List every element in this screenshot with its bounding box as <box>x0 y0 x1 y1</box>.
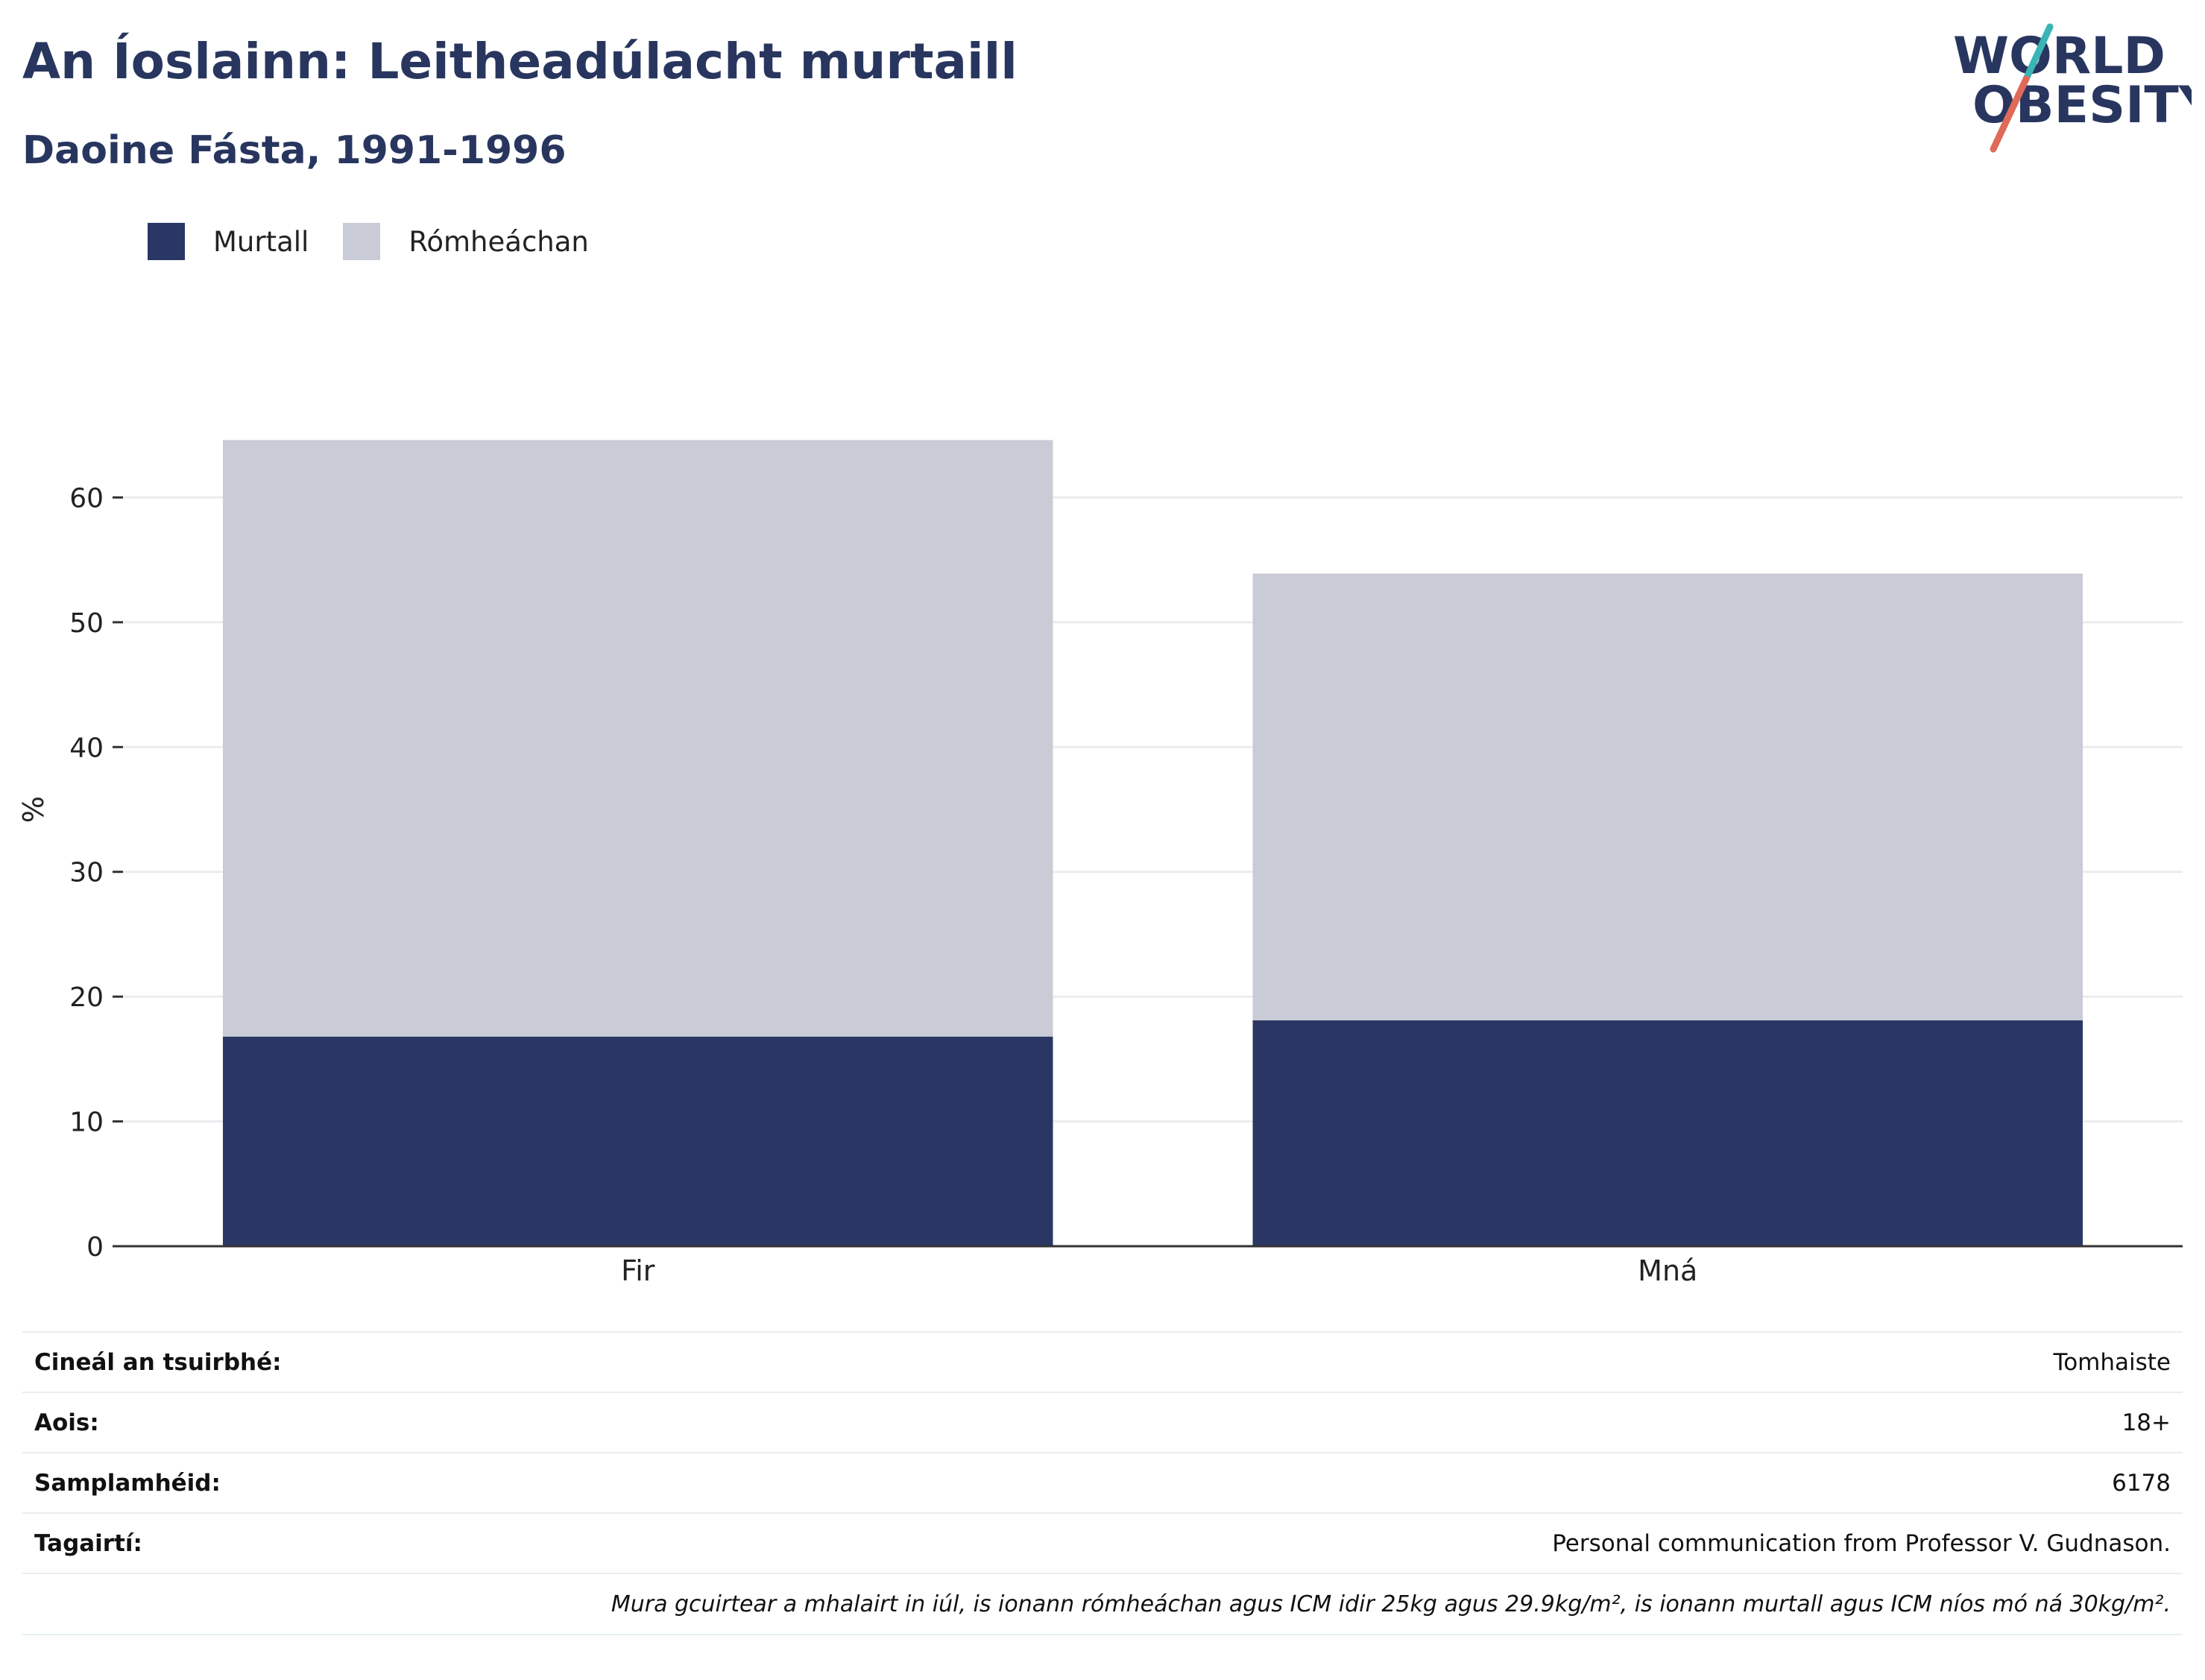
y-tick-label: 20 <box>69 982 104 1013</box>
info-value: Tomhaiste <box>2053 1348 2171 1376</box>
bar-obesity-0 <box>223 1036 1053 1246</box>
info-row-survey-type: Cineál an tsuirbhé: Tomhaiste <box>22 1333 2183 1393</box>
logo-text-line2: OBESITY <box>1972 76 2192 135</box>
y-tick-label: 30 <box>69 858 104 888</box>
world-obesity-logo: WORLD OBESITY <box>1953 23 2192 153</box>
info-label: Samplamhéid: <box>34 1469 221 1497</box>
logo-slash-teal <box>2022 23 2054 83</box>
logo-slash-red <box>1990 75 2030 153</box>
bar-overweight-1 <box>1252 573 2083 1020</box>
info-value: Personal communication from Professor V.… <box>1552 1529 2171 1557</box>
y-tick-labels: 0 10 20 30 40 50 60 <box>69 483 104 1263</box>
bars <box>223 440 2083 1246</box>
y-tick-label: 40 <box>69 733 104 763</box>
info-row-age: Aois: 18+ <box>22 1393 2183 1453</box>
chart-legend: Murtall Rómheáchan <box>148 221 623 262</box>
info-row-references: Tagairtí: Personal communication from Pr… <box>22 1514 2183 1574</box>
y-axis-label: % <box>17 796 50 823</box>
x-tick-labels: Fir Mná <box>621 1254 1697 1287</box>
info-table: Cineál an tsuirbhé: Tomhaiste Aois: 18+ … <box>22 1331 2183 1635</box>
legend-swatch-obesity <box>148 223 185 260</box>
legend-swatch-overweight <box>343 223 381 260</box>
y-tick-label: 50 <box>69 608 104 639</box>
info-label: Cineál an tsuirbhé: <box>34 1348 282 1376</box>
y-tick-label: 0 <box>86 1232 104 1263</box>
info-row-sample-size: Samplamhéid: 6178 <box>22 1453 2183 1514</box>
x-tick-label: Mná <box>1638 1254 1697 1287</box>
legend-label-overweight: Rómheáchan <box>408 225 589 258</box>
info-value: 18+ <box>2122 1409 2171 1436</box>
stacked-bar-chart: 0 10 20 30 40 50 60 Fir Mná % <box>17 440 2183 1287</box>
info-footnote: Mura gcuirtear a mhalairt in iúl, is ion… <box>22 1574 2183 1635</box>
bar-obesity-1 <box>1252 1020 2083 1246</box>
legend-item-obesity: Murtall <box>148 223 309 260</box>
info-label: Tagairtí: <box>34 1529 142 1557</box>
legend-label-obesity: Murtall <box>213 225 309 258</box>
info-value: 6178 <box>2112 1469 2171 1497</box>
chart-title: An Íoslainn: Leitheadúlacht murtaill <box>22 33 1018 90</box>
logo-text-line1: WORLD <box>1953 27 2165 86</box>
chart-subtitle: Daoine Fásta, 1991-1996 <box>22 128 567 173</box>
y-tick-label: 60 <box>69 483 104 514</box>
x-tick-label: Fir <box>621 1254 655 1287</box>
y-tick-label: 10 <box>69 1108 104 1138</box>
bar-overweight-0 <box>223 440 1053 1037</box>
info-label: Aois: <box>34 1409 99 1436</box>
legend-item-overweight: Rómheáchan <box>343 223 589 260</box>
